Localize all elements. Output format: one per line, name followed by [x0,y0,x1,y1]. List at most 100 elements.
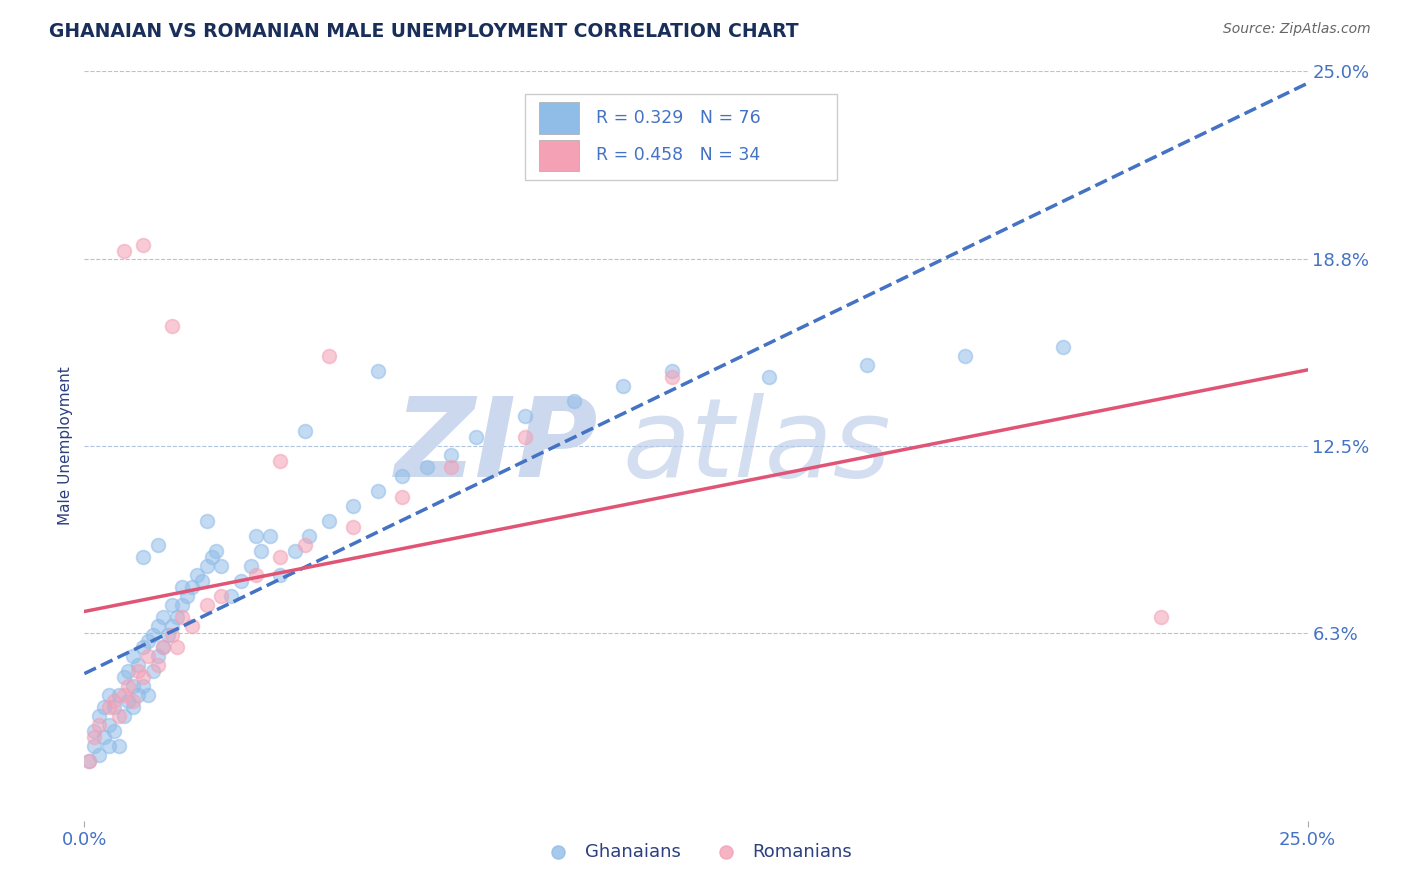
Point [318,349,340,363]
Point [391,469,413,483]
Point [127,688,149,702]
Point [132,679,155,693]
Point [122,694,145,708]
Point [245,567,267,582]
Point [146,648,169,663]
Legend: Ghanaians, Romanians: Ghanaians, Romanians [533,836,859,868]
Point [83,730,105,744]
Point [440,448,463,462]
Point [1150,610,1173,624]
Point [176,589,198,603]
Point [294,538,316,552]
Point [186,567,208,582]
Point [97,688,120,702]
Point [195,514,218,528]
Point [132,670,155,684]
Point [77,754,100,768]
Point [513,409,536,423]
Point [181,619,204,633]
Point [294,424,316,438]
Point [103,723,125,738]
Point [239,558,262,573]
Point [87,717,110,731]
Point [112,670,135,684]
Point [191,574,214,588]
Point [152,610,174,624]
Point [342,499,364,513]
Point [166,610,188,624]
Point [146,619,169,633]
Point [200,549,222,564]
Point [440,460,463,475]
Point [146,538,169,552]
Point [162,619,184,633]
Point [464,430,486,444]
Point [269,454,291,468]
Point [142,664,165,678]
Point [209,589,232,603]
Point [416,460,439,475]
Point [856,358,879,372]
Point [172,610,194,624]
Point [112,708,135,723]
Point [156,628,179,642]
Point [117,664,139,678]
Point [117,679,139,693]
Point [142,628,165,642]
Text: R = 0.458   N = 34: R = 0.458 N = 34 [596,146,759,164]
Point [122,648,145,663]
Point [93,699,115,714]
FancyBboxPatch shape [540,102,578,134]
Point [132,238,155,252]
Point [97,699,120,714]
Point [245,529,267,543]
Point [229,574,252,588]
Point [162,598,184,612]
Point [367,483,389,498]
Point [953,349,976,363]
Point [172,580,194,594]
Point [195,558,218,573]
Point [249,544,271,558]
Point [562,394,585,409]
Text: R = 0.329   N = 76: R = 0.329 N = 76 [596,109,761,127]
Point [298,529,321,543]
Text: atlas: atlas [623,392,891,500]
Point [318,514,340,528]
Point [112,688,135,702]
Point [83,723,105,738]
Point [83,739,105,753]
Point [107,739,129,753]
Point [205,544,228,558]
Point [195,598,218,612]
Point [166,640,188,654]
Point [269,549,291,564]
Point [162,319,184,334]
Text: Source: ZipAtlas.com: Source: ZipAtlas.com [1223,22,1371,37]
Point [97,717,120,731]
Point [87,708,110,723]
Point [162,628,184,642]
Point [103,699,125,714]
Y-axis label: Male Unemployment: Male Unemployment [58,367,73,525]
Point [758,370,780,384]
Point [127,664,149,678]
Point [107,688,129,702]
FancyBboxPatch shape [540,139,578,171]
Text: GHANAIAN VS ROMANIAN MALE UNEMPLOYMENT CORRELATION CHART: GHANAIAN VS ROMANIAN MALE UNEMPLOYMENT C… [49,22,799,41]
Point [513,430,536,444]
Point [77,754,100,768]
Point [132,549,155,564]
Point [132,640,155,654]
Point [122,699,145,714]
Point [97,739,120,753]
Point [661,364,683,378]
Point [269,567,291,582]
Point [146,657,169,672]
Point [107,708,129,723]
Point [152,640,174,654]
Point [391,490,413,504]
Point [136,688,159,702]
Point [127,657,149,672]
Point [152,640,174,654]
